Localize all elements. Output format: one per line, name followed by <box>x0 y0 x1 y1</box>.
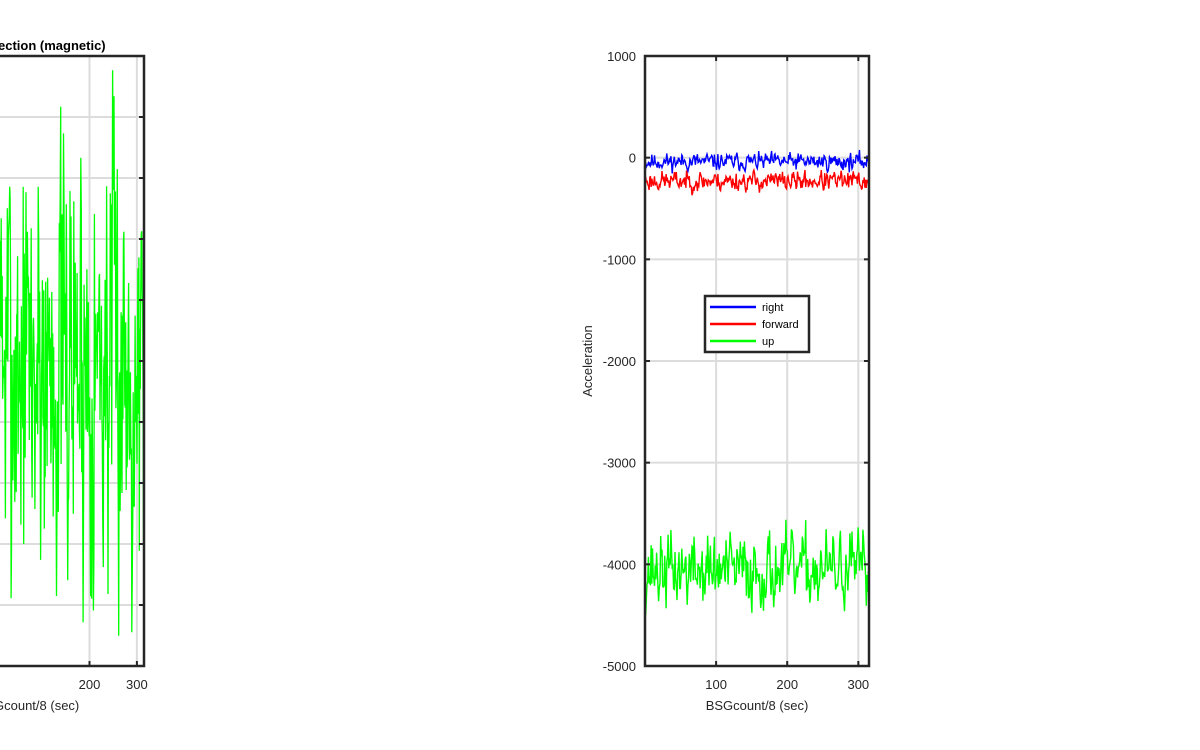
right-tick-marks <box>643 54 871 668</box>
right-x-tick-label-0: 100 <box>705 677 727 692</box>
legend-label-forward: forward <box>762 319 799 331</box>
right-x-tick-label-2: 300 <box>847 677 869 692</box>
right-x-axis-label: BSGcount/8 (sec) <box>706 698 809 713</box>
legend-label-right: right <box>762 302 783 314</box>
right-y-tick-labels: 1000 0 -1000 -2000 -3000 -4000 -5000 <box>603 49 636 674</box>
right-y-tick-label-4: -3000 <box>603 456 636 471</box>
left-series-lines <box>0 70 145 636</box>
right-y-tick-label-6: -5000 <box>603 659 636 674</box>
legend-label-up: up <box>762 336 774 348</box>
right-plot: 100 200 300 1000 0 -1000 -2000 -3000 -4000 -5000… <box>580 49 871 713</box>
right-y-tick-label-0: 1000 <box>607 49 636 64</box>
right-y-tick-label-3: -2000 <box>603 354 636 369</box>
legend: right forward up <box>703 294 811 354</box>
left-tick-marks <box>0 54 146 668</box>
left-x-tick-label-1: 200 <box>79 677 101 692</box>
right-x-tick-labels: 100 200 300 <box>705 677 869 692</box>
series-line-forward <box>644 167 870 196</box>
left-x-tick-label-2: 300 <box>126 677 148 692</box>
right-x-tick-label-1: 200 <box>776 677 798 692</box>
series-line-up <box>644 519 870 615</box>
series-line-right <box>644 149 870 174</box>
right-y-tick-label-1: 0 <box>629 151 636 166</box>
left-plot-title: ection (magnetic) <box>0 38 106 53</box>
right-series-lines <box>644 149 870 615</box>
right-y-tick-label-2: -1000 <box>603 252 636 267</box>
right-y-axis-label: Acceleration <box>580 325 595 397</box>
left-series-line-0 <box>0 70 145 636</box>
right-y-tick-label-5: -4000 <box>603 557 636 572</box>
left-x-axis-label: Gcount/8 (sec) <box>0 698 79 713</box>
